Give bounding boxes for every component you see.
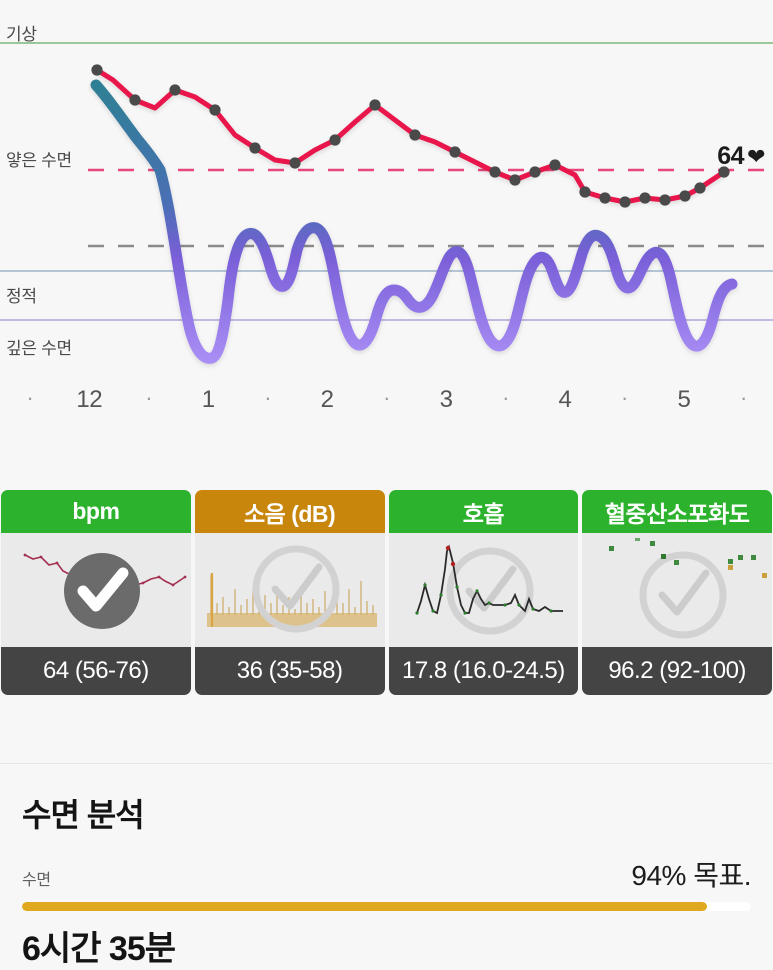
- metric-card-noise-header: 소음 (dB): [194, 490, 385, 533]
- axis-label-deep-sleep: 깊은 수면: [6, 339, 72, 358]
- metric-card-bpm[interactable]: bpm 64 (56-76): [1, 490, 191, 695]
- x-axis-tick: 12: [76, 386, 103, 413]
- metric-card-blood-oxygen-value-row: 96.2 (92-100): [582, 647, 772, 695]
- x-axis-tick: ·: [502, 385, 509, 410]
- sleep-stage-chart[interactable]: 기상 얗은 수면 정적 깊은 수면 64 ❤ · 12 · 1 · 2 · 3 · 4 · 5 ·: [0, 0, 773, 430]
- metric-card-respiration-value: 17.8 (16.0-24.5): [401, 657, 565, 684]
- metric-card-blood-oxygen-title: 혈중산소포화도: [604, 500, 750, 527]
- heart-rate-value: 64: [717, 142, 745, 170]
- sleep-duration: 6시간 35분: [22, 930, 176, 968]
- axis-label-awake: 기상: [6, 25, 37, 44]
- heart-rate-markers: [91, 64, 730, 208]
- noise-waveform-spikes: [210, 575, 374, 615]
- sleep-progress-fill: [22, 902, 708, 911]
- x-axis-tick: ·: [383, 385, 390, 410]
- check-circle-icon: [446, 547, 533, 635]
- axis-label-still: 정적: [6, 287, 37, 306]
- metric-card-noise-title: 소음 (dB): [244, 500, 336, 527]
- x-axis-tick: 4: [558, 386, 572, 413]
- metric-card-respiration-graph: [388, 533, 579, 647]
- metric-card-bpm-header: bpm: [1, 490, 191, 533]
- metric-cards-row: bpm 64 (56-76) 소음 (dB): [0, 490, 773, 695]
- heart-rate-readout: 64 ❤: [717, 142, 765, 171]
- metric-card-bpm-value: 64 (56-76): [43, 657, 149, 684]
- check-mark-icon: [271, 563, 323, 610]
- respiration-dots: [414, 583, 553, 615]
- metric-card-noise[interactable]: 소음 (dB): [194, 490, 385, 695]
- x-axis-tick: 3: [439, 386, 453, 413]
- chart-x-axis: · 12 · 1 · 2 · 3 · 4 · 5 ·: [0, 380, 773, 420]
- sleep-analysis-section: 수면 분석 수면 94% 목표. 6시간 35분: [0, 790, 773, 970]
- sleep-goal-row: 수면 94% 목표.: [22, 854, 751, 894]
- metric-card-bpm-graph: [1, 533, 191, 647]
- metric-card-respiration-header: 호흡: [388, 490, 579, 533]
- check-mark-icon: [77, 567, 129, 612]
- blood-oxygen-scatter: [609, 538, 768, 578]
- check-circle-icon: [639, 551, 727, 639]
- section-divider: [0, 763, 773, 764]
- x-axis-tick: ·: [26, 385, 34, 410]
- metric-card-blood-oxygen[interactable]: 혈중산소포화도 96.2 (: [582, 490, 772, 695]
- heart-icon: ❤: [747, 143, 765, 169]
- sleep-progress-bar: [22, 902, 751, 911]
- x-axis-tick: ·: [739, 385, 747, 410]
- metric-card-bpm-title: bpm: [72, 498, 120, 524]
- check-mark-icon: [658, 569, 710, 616]
- metric-card-blood-oxygen-value: 96.2 (92-100): [608, 657, 746, 684]
- x-axis-tick: 1: [201, 386, 215, 413]
- check-mark-icon: [465, 565, 516, 612]
- respiration-peak-marker-2: [450, 561, 455, 567]
- metric-card-respiration-title: 호흡: [462, 500, 505, 527]
- metric-card-noise-value-row: 36 (35-58): [194, 647, 385, 695]
- x-axis-tick: ·: [264, 385, 272, 410]
- metric-card-respiration-value-row: 17.8 (16.0-24.5): [388, 647, 579, 695]
- sleep-chart-canvas: [0, 42, 773, 364]
- x-axis-tick: ·: [145, 385, 153, 410]
- check-circle-icon: [252, 545, 340, 633]
- metric-card-blood-oxygen-header: 혈중산소포화도: [582, 490, 772, 533]
- metric-card-respiration[interactable]: 호흡 17.8 (16.0-24.5): [388, 490, 579, 695]
- x-axis-tick: 5: [677, 386, 691, 413]
- metric-card-bpm-value-row: 64 (56-76): [1, 647, 191, 695]
- x-axis-tick: 2: [320, 386, 334, 413]
- metric-card-noise-value: 36 (35-58): [236, 657, 343, 684]
- sleep-analysis-subtitle: 수면: [22, 872, 51, 889]
- x-axis-tick: ·: [621, 385, 628, 410]
- heart-rate-line: [94, 67, 727, 205]
- respiration-sparkline: [415, 544, 563, 615]
- axis-label-light-sleep: 얗은 수면: [6, 151, 72, 170]
- metric-card-blood-oxygen-graph: [582, 533, 772, 647]
- sleep-depth-curve: [90, 79, 738, 364]
- metric-card-noise-graph: [194, 533, 385, 647]
- respiration-peak-marker: [445, 545, 450, 551]
- sleep-analysis-title: 수면 분석: [22, 797, 145, 833]
- sleep-goal-text: 94% 목표.: [631, 860, 751, 891]
- noise-waveform-base: [206, 613, 377, 627]
